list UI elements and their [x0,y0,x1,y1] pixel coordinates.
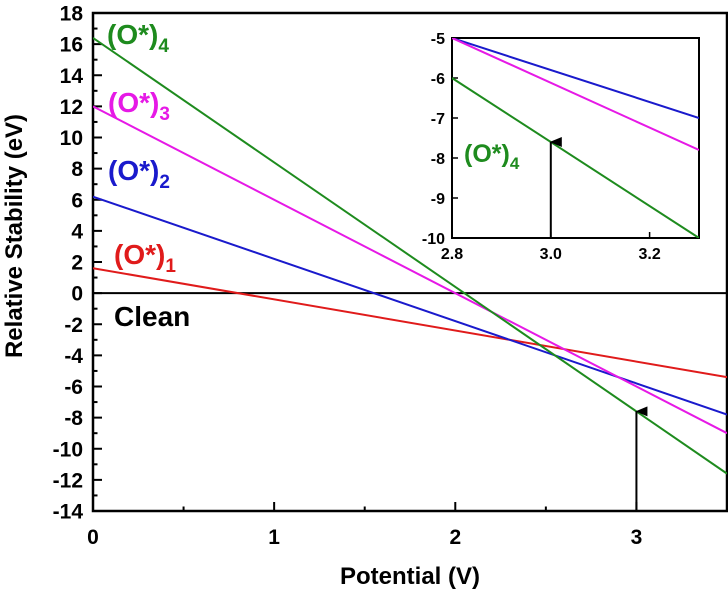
main-y-tick-label: 6 [71,189,83,212]
main-y-tick-label: 14 [60,65,84,88]
main-y-tick-label: -10 [53,438,83,461]
inset-y-tick-label: -8 [431,151,445,168]
main-y-tick-label: 16 [60,34,83,57]
main-y-tick-label: -14 [53,501,84,524]
main-y-tick-label: 12 [60,96,83,119]
main-x-tick-label: 0 [87,526,99,549]
series-label-o1: (O*)1 [114,239,176,277]
main-y-tick-label: 10 [60,127,83,150]
inset-label-o4: (O*)4 [464,140,520,173]
main-series-line-o3 [93,105,727,435]
main-y-tick-label: -12 [53,469,83,492]
series-label-o3: (O*)3 [108,87,170,125]
main-y-tick-label: 0 [71,283,83,306]
inset-series-line-series [452,38,699,119]
main-x-tick-label: 1 [268,526,280,549]
inset-y-tick-label: -5 [431,31,445,48]
inset-plot: -5 -6 -7 -8 -9 -102.8 3.0 3.2 [422,31,700,263]
inset-x-tick-label: 3.2 [638,246,660,263]
inset-plot-frame [451,37,700,239]
main-y-tick-label: -4 [64,345,83,368]
inset-y-tick-label: -7 [431,111,445,128]
series-label-o2: (O*)2 [108,155,170,193]
main-y-tick-label: 4 [71,220,83,243]
main-y-tick-label: 8 [71,158,83,181]
main-y-tick-label: 18 [60,3,84,26]
inset-series-line-series [452,38,699,151]
main-series-line-o1 [93,267,727,379]
series-label-clean: Clean [114,301,190,332]
x-axis-title: Potential (V) [340,563,480,590]
inset-y-tick-label: -6 [431,71,445,88]
inset-x-tick-label: 2.8 [441,246,463,263]
series-label-o4: (O*)4 [107,19,169,57]
main-x-tick-label: 2 [449,526,461,549]
inset-series-line-series [452,77,699,238]
main-y-tick-label: 2 [71,252,83,275]
inset-x-tick-label: 3.0 [540,246,562,263]
main-x-tick-label: 3 [631,526,643,549]
inset-y-tick-label: -9 [431,191,445,208]
main-series-line-o4 [93,37,727,475]
y-axis-title: Relative Stability (eV) [1,114,28,358]
main-y-tick-label: -2 [64,314,83,337]
main-y-tick-label: -6 [64,376,83,399]
inset-y-tick-label: -10 [422,231,445,248]
main-y-tick-label: -8 [64,407,83,430]
